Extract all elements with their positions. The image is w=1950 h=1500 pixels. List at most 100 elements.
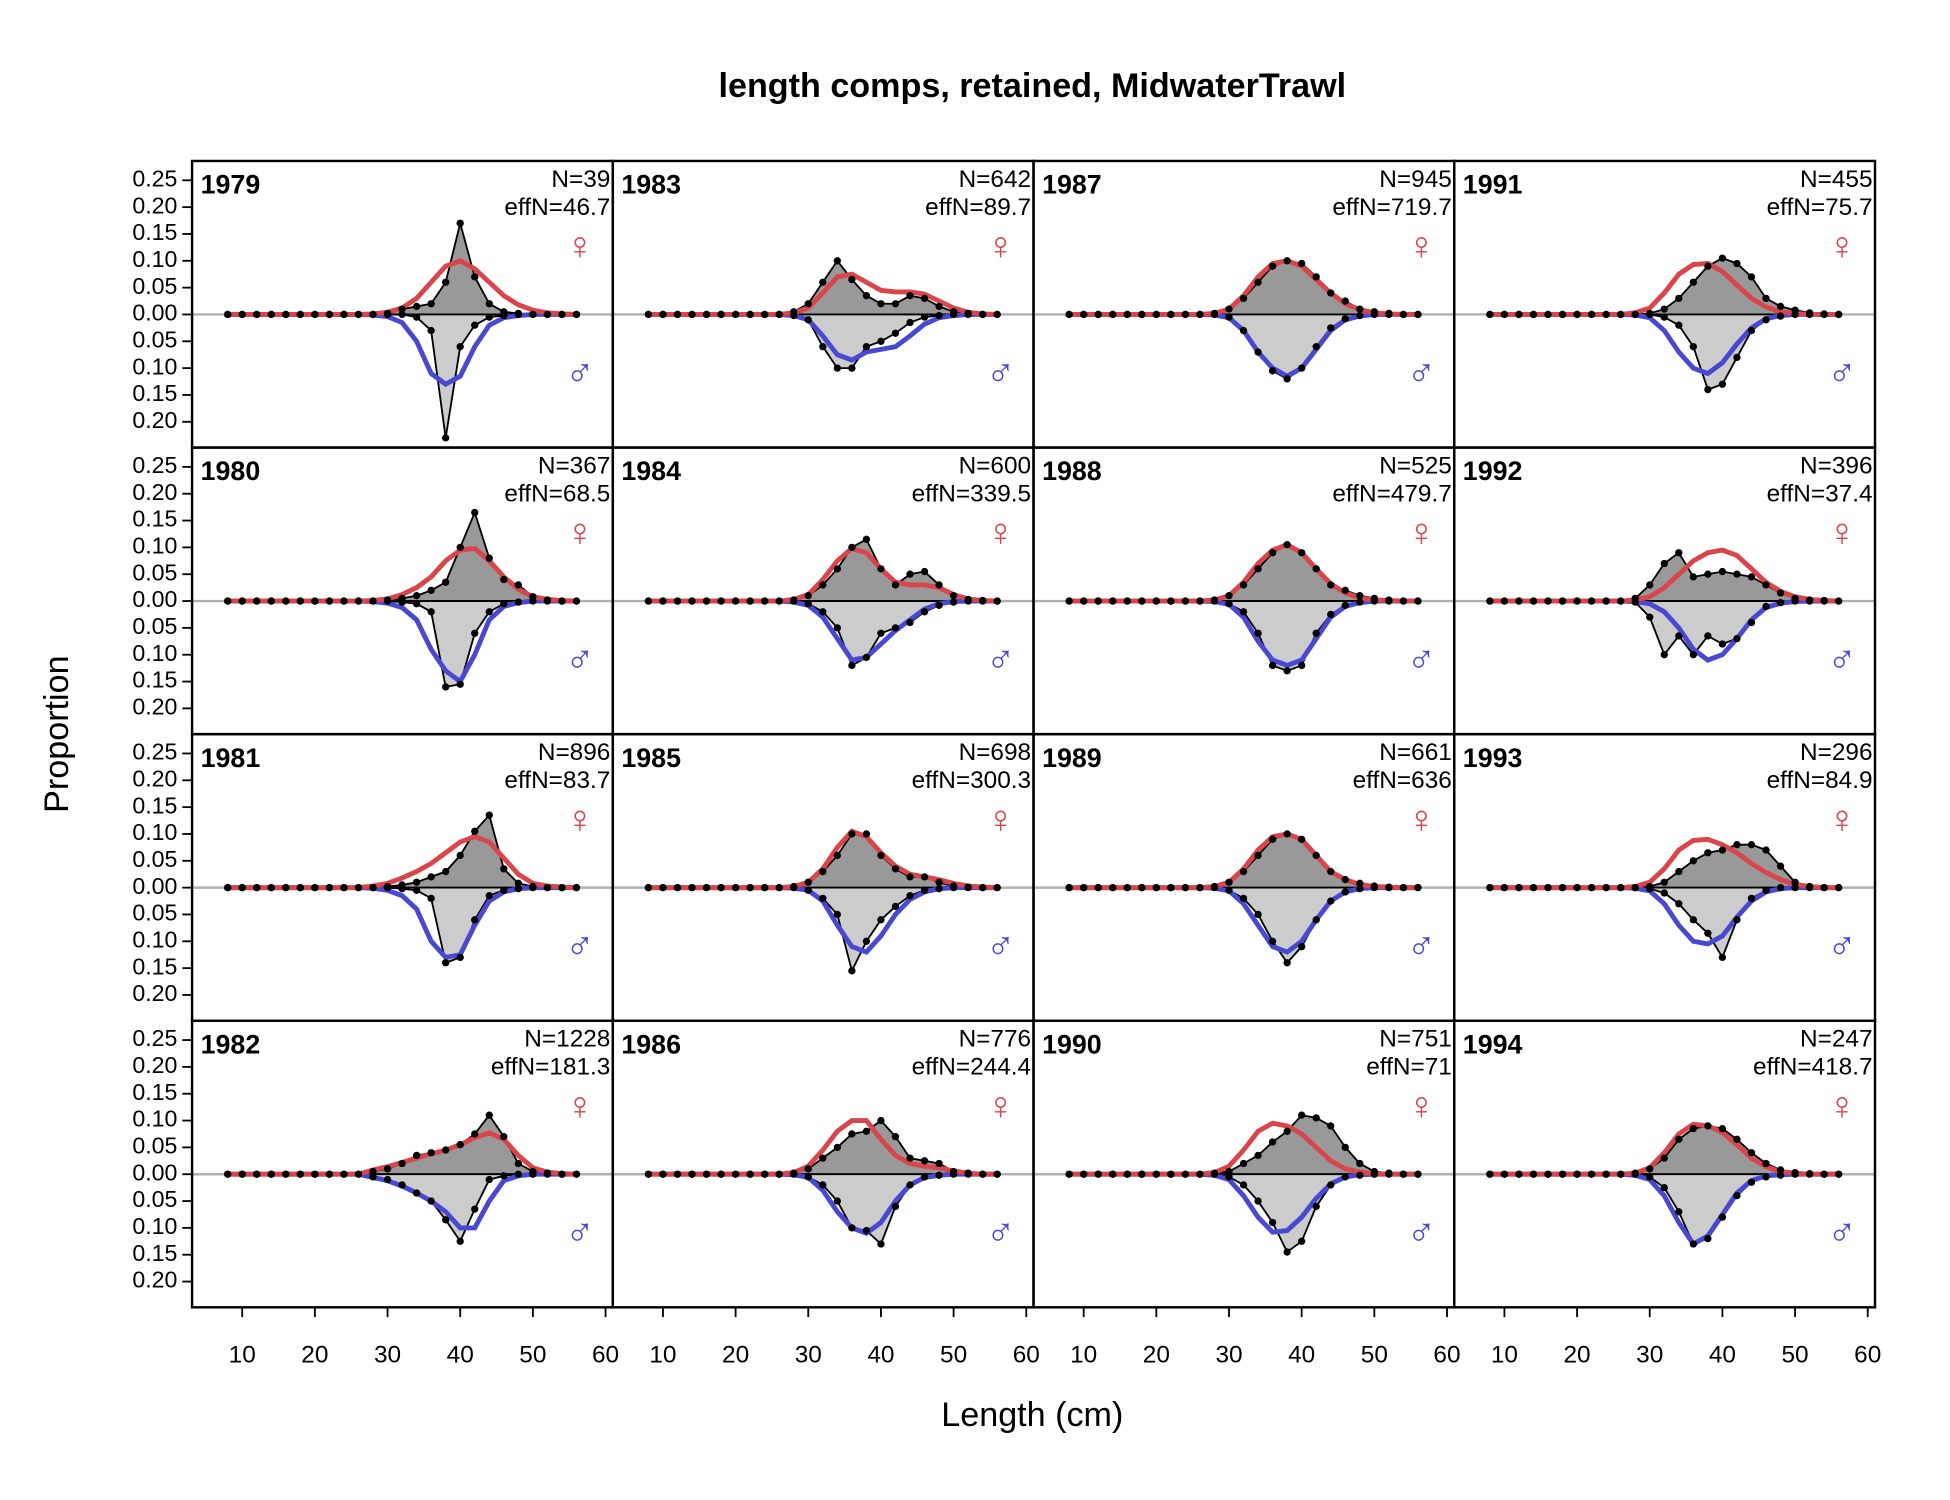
y-tick-label: 0.15 bbox=[132, 1079, 177, 1105]
female-observed-point bbox=[1268, 1138, 1277, 1146]
male-observed-point bbox=[1370, 1170, 1378, 1178]
female-observed-point bbox=[412, 1151, 421, 1160]
female-observed-point bbox=[412, 592, 421, 600]
male-observed-point bbox=[238, 883, 246, 892]
y-tick-label: 0.15 bbox=[132, 1240, 177, 1266]
male-observed-point bbox=[369, 1173, 377, 1181]
effective-sample-size: effN=244.4 bbox=[912, 1054, 1032, 1081]
y-tick-label: 0.15 bbox=[132, 219, 177, 245]
female-observed-point bbox=[1268, 262, 1277, 270]
female-observed-point bbox=[848, 275, 856, 284]
female-observed-point bbox=[514, 581, 522, 589]
panel-year: 1987 bbox=[1042, 170, 1102, 200]
male-observed-point bbox=[761, 1170, 769, 1178]
male-observed-point bbox=[311, 883, 319, 892]
male-observed-point bbox=[1747, 326, 1756, 335]
male-observed-point bbox=[1631, 883, 1639, 892]
panel-year: 1992 bbox=[1463, 456, 1523, 486]
male-observed-point bbox=[529, 310, 537, 319]
x-tick-label: 20 bbox=[722, 1342, 749, 1369]
female-observed-point bbox=[906, 1154, 914, 1162]
male-observed-point bbox=[920, 608, 929, 616]
male-observed-point bbox=[1268, 367, 1277, 375]
y-tick-label: 0.00 bbox=[132, 300, 177, 326]
male-observed-point bbox=[398, 598, 406, 606]
male-observed-point bbox=[1791, 883, 1799, 892]
male-observed-point bbox=[485, 892, 493, 900]
male-observed-point bbox=[442, 959, 450, 967]
male-observed-point bbox=[1414, 310, 1422, 319]
female-symbol: ♀ bbox=[565, 1085, 594, 1128]
male-observed-point bbox=[688, 883, 696, 892]
male-observed-point bbox=[1225, 886, 1233, 894]
male-observed-point bbox=[558, 597, 566, 605]
y-tick-label: 0.10 bbox=[132, 1106, 177, 1132]
male-observed-point bbox=[383, 597, 392, 605]
panel-year: 1984 bbox=[621, 456, 681, 486]
female-symbol: ♀ bbox=[1827, 225, 1856, 268]
male-observed-point bbox=[891, 902, 900, 911]
male-observed-point bbox=[1341, 1173, 1349, 1181]
y-tick-label: 0.00 bbox=[132, 586, 177, 612]
female-observed-point bbox=[1254, 565, 1262, 573]
x-tick-label: 30 bbox=[1215, 1342, 1242, 1369]
male-observed-point bbox=[1689, 343, 1697, 351]
male-symbol: ♂ bbox=[986, 639, 1015, 682]
female-observed-point bbox=[1733, 1135, 1741, 1143]
female-observed-point bbox=[935, 878, 943, 886]
male-observed-point bbox=[1080, 1170, 1088, 1178]
sample-size: N=698 bbox=[959, 739, 1032, 766]
male-observed-point bbox=[731, 310, 740, 319]
male-observed-point bbox=[1283, 1248, 1291, 1256]
male-observed-point bbox=[819, 608, 827, 616]
female-observed-point bbox=[1704, 262, 1712, 270]
male-observed-point bbox=[1835, 597, 1843, 605]
male-observed-point bbox=[1675, 321, 1683, 329]
female-observed-point bbox=[1704, 849, 1712, 857]
male-observed-point bbox=[1820, 883, 1828, 892]
x-tick-label: 40 bbox=[1288, 1342, 1315, 1369]
male-observed-point bbox=[979, 597, 987, 605]
male-symbol: ♂ bbox=[1407, 1212, 1436, 1255]
male-observed-point bbox=[1762, 886, 1770, 894]
effective-sample-size: effN=83.7 bbox=[504, 767, 610, 794]
female-observed-point bbox=[819, 581, 827, 589]
male-observed-point bbox=[1298, 943, 1306, 951]
female-observed-point bbox=[1356, 305, 1364, 313]
y-tick-label: 0.05 bbox=[132, 559, 177, 585]
male-observed-point bbox=[383, 1175, 392, 1184]
male-observed-point bbox=[979, 310, 987, 319]
female-observed-point bbox=[1762, 294, 1770, 303]
male-observed-point bbox=[877, 629, 885, 637]
male-observed-point bbox=[1327, 897, 1335, 905]
male-observed-point bbox=[1109, 310, 1117, 319]
male-observed-point bbox=[1573, 597, 1581, 605]
female-observed-point bbox=[485, 811, 493, 819]
male-observed-point bbox=[1587, 883, 1596, 892]
male-observed-point bbox=[1239, 608, 1248, 616]
male-observed-point bbox=[267, 597, 275, 605]
male-observed-point bbox=[1327, 610, 1335, 619]
male-observed-point bbox=[920, 1173, 929, 1181]
y-tick-label: 0.00 bbox=[132, 873, 177, 899]
female-observed-point bbox=[1675, 549, 1683, 557]
male-observed-point bbox=[891, 329, 900, 337]
male-observed-point bbox=[398, 1181, 406, 1189]
female-observed-point bbox=[920, 873, 929, 881]
male-observed-point bbox=[1558, 310, 1567, 319]
male-observed-point bbox=[949, 310, 958, 319]
male-observed-point bbox=[1210, 883, 1219, 892]
y-tick-label: 0.10 bbox=[132, 246, 177, 272]
male-observed-point bbox=[1704, 929, 1712, 937]
female-observed-point bbox=[862, 830, 871, 838]
female-observed-point bbox=[500, 575, 508, 584]
male-observed-point bbox=[471, 916, 479, 924]
male-observed-point bbox=[964, 1170, 972, 1178]
male-observed-point bbox=[282, 597, 290, 605]
male-observed-point bbox=[267, 883, 275, 892]
male-observed-point bbox=[325, 597, 334, 605]
female-observed-point bbox=[456, 1141, 464, 1149]
male-observed-point bbox=[1602, 597, 1610, 605]
female-observed-point bbox=[1675, 294, 1683, 303]
